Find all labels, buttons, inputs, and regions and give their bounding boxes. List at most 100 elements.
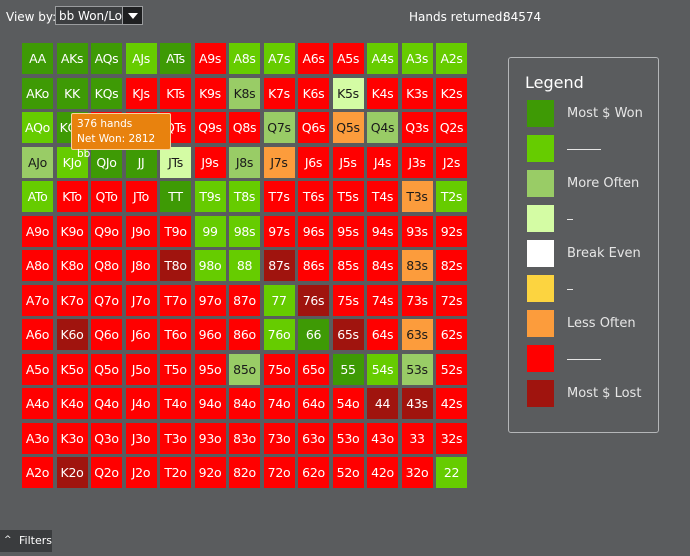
hand-cell[interactable]: T8o — [160, 250, 191, 281]
hand-cell[interactable]: JTs — [160, 146, 191, 178]
hand-cell[interactable]: 65s — [332, 319, 364, 350]
hand-cell[interactable]: 74o — [263, 388, 295, 419]
hand-cell[interactable]: 42o — [367, 457, 398, 488]
hand-cell[interactable]: 95o — [194, 353, 226, 385]
hand-cell[interactable]: 96o — [194, 319, 226, 350]
hand-cell[interactable]: K8s — [229, 77, 260, 109]
hand-cell[interactable]: A2o — [22, 457, 53, 488]
hand-cell[interactable]: T9o — [160, 215, 191, 247]
hand-cell[interactable]: J2s — [436, 146, 467, 178]
hand-cell[interactable]: 82s — [436, 250, 467, 281]
hand-cell[interactable]: 74s — [367, 284, 398, 316]
hand-cell[interactable]: 86s — [298, 250, 329, 281]
hand-cell[interactable]: 97o — [194, 284, 226, 316]
hand-cell[interactable]: ATs — [160, 43, 191, 74]
hand-cell[interactable]: K5s — [332, 77, 364, 109]
hand-cell[interactable]: 33 — [401, 422, 433, 454]
hand-cell[interactable]: 83o — [229, 422, 260, 454]
hand-cell[interactable]: KTs — [160, 77, 191, 109]
hand-cell[interactable]: 53o — [332, 422, 364, 454]
hand-cell[interactable]: 98s — [229, 215, 260, 247]
hand-cell[interactable]: Q4o — [91, 388, 122, 419]
hand-cell[interactable]: 87o — [229, 284, 260, 316]
hand-cell[interactable]: K3s — [401, 77, 433, 109]
view-by-select[interactable]: bb Won/Lost — [55, 6, 143, 25]
hand-cell[interactable]: T9s — [194, 181, 226, 212]
hand-cell[interactable]: A3o — [22, 422, 53, 454]
hand-cell[interactable]: Q3s — [401, 112, 433, 143]
hand-cell[interactable]: 87s — [263, 250, 295, 281]
hand-cell[interactable]: Q9s — [194, 112, 226, 143]
hand-cell[interactable]: 73s — [401, 284, 433, 316]
hand-cell[interactable]: QJo — [91, 146, 122, 178]
hand-cell[interactable]: T7o — [160, 284, 191, 316]
hand-cell[interactable]: 75s — [332, 284, 364, 316]
hand-cell[interactable]: 95s — [332, 215, 364, 247]
hand-cell[interactable]: Q2s — [436, 112, 467, 143]
hand-cell[interactable]: T5s — [332, 181, 364, 212]
hand-cell[interactable]: J4s — [367, 146, 398, 178]
hand-cell[interactable]: 96s — [298, 215, 329, 247]
hand-cell[interactable]: 92s — [436, 215, 467, 247]
hand-cell[interactable]: T5o — [160, 353, 191, 385]
hand-cell[interactable]: 64s — [367, 319, 398, 350]
hand-cell[interactable]: 82o — [229, 457, 260, 488]
hand-cell[interactable]: 92o — [194, 457, 226, 488]
hand-cell[interactable]: KJo — [56, 146, 88, 178]
hand-cell[interactable]: Q5o — [91, 353, 122, 385]
hand-cell[interactable]: AKs — [56, 43, 88, 74]
hand-cell[interactable]: A9o — [22, 215, 53, 247]
hand-cell[interactable]: T2s — [436, 181, 467, 212]
hand-cell[interactable]: A5s — [332, 43, 364, 74]
hand-cell[interactable]: J8o — [125, 250, 157, 281]
hand-cell[interactable]: K5o — [56, 353, 88, 385]
hand-cell[interactable]: Q5s — [332, 112, 364, 143]
hand-cell[interactable]: 64o — [298, 388, 329, 419]
hand-cell[interactable]: J9s — [194, 146, 226, 178]
hand-cell[interactable]: 54s — [367, 353, 398, 385]
hand-cell[interactable]: A4s — [367, 43, 398, 74]
hand-cell[interactable]: 62o — [298, 457, 329, 488]
hand-cell[interactable]: K7s — [263, 77, 295, 109]
hand-cell[interactable]: K4s — [367, 77, 398, 109]
hand-cell[interactable]: 73o — [263, 422, 295, 454]
hand-cell[interactable]: QTo — [91, 181, 122, 212]
hand-cell[interactable]: 75o — [263, 353, 295, 385]
hand-cell[interactable]: AKo — [22, 77, 53, 109]
hand-cell[interactable]: 85s — [332, 250, 364, 281]
hand-cell[interactable]: 94s — [367, 215, 398, 247]
hand-cell[interactable]: 98o — [194, 250, 226, 281]
hand-cell[interactable]: 94o — [194, 388, 226, 419]
hand-cell[interactable]: KQs — [91, 77, 122, 109]
hand-cell[interactable]: Q8s — [229, 112, 260, 143]
hand-cell[interactable]: 43s — [401, 388, 433, 419]
hand-cell[interactable]: 93s — [401, 215, 433, 247]
hand-cell[interactable]: 22 — [436, 457, 467, 488]
hand-cell[interactable]: 85o — [229, 353, 260, 385]
hand-cell[interactable]: 32o — [401, 457, 433, 488]
hand-cell[interactable]: T8s — [229, 181, 260, 212]
hand-cell[interactable]: 84s — [367, 250, 398, 281]
hand-cell[interactable]: J3s — [401, 146, 433, 178]
hand-cell[interactable]: 65o — [298, 353, 329, 385]
hand-cell[interactable]: 86o — [229, 319, 260, 350]
hand-cell[interactable]: T7s — [263, 181, 295, 212]
hand-cell[interactable]: K2s — [436, 77, 467, 109]
hand-cell[interactable]: AJs — [125, 43, 157, 74]
hand-cell[interactable]: 84o — [229, 388, 260, 419]
hand-cell[interactable]: Q2o — [91, 457, 122, 488]
hand-cell[interactable]: 42s — [436, 388, 467, 419]
hand-cell[interactable]: K4o — [56, 388, 88, 419]
hand-cell[interactable]: 63s — [401, 319, 433, 350]
hand-cell[interactable]: 99 — [194, 215, 226, 247]
filters-toggle[interactable]: ^ Filters — [0, 530, 52, 552]
hand-cell[interactable]: J9o — [125, 215, 157, 247]
hand-cell[interactable]: 77 — [263, 284, 295, 316]
hand-cell[interactable]: J5o — [125, 353, 157, 385]
hand-cell[interactable]: 97s — [263, 215, 295, 247]
hand-cell[interactable]: 66 — [298, 319, 329, 350]
hand-cell[interactable]: JTo — [125, 181, 157, 212]
hand-cell[interactable]: 52o — [332, 457, 364, 488]
hand-cell[interactable]: T6o — [160, 319, 191, 350]
hand-cell[interactable]: A9s — [194, 43, 226, 74]
